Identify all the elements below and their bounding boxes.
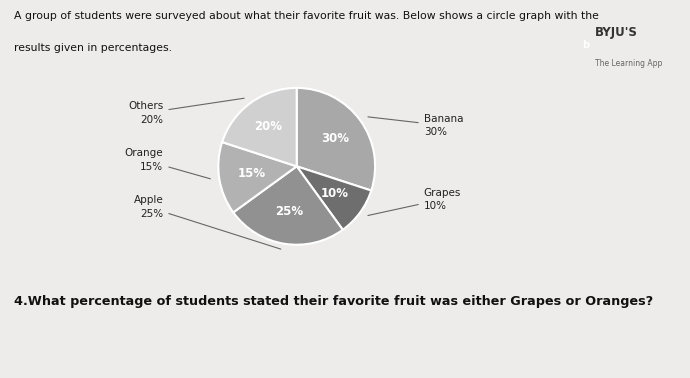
Text: Banana
30%: Banana 30%	[368, 114, 463, 137]
Text: The Learning App: The Learning App	[595, 59, 662, 68]
Wedge shape	[222, 88, 297, 166]
Text: Apple
25%: Apple 25%	[134, 195, 281, 249]
Wedge shape	[233, 166, 343, 245]
Wedge shape	[297, 88, 375, 191]
Wedge shape	[297, 166, 371, 230]
Text: b: b	[582, 40, 589, 50]
Text: Grapes
10%: Grapes 10%	[368, 187, 461, 215]
Text: 4.What percentage of students stated their favorite fruit was either Grapes or O: 4.What percentage of students stated the…	[14, 295, 653, 308]
Text: 25%: 25%	[275, 205, 304, 218]
Text: 20%: 20%	[254, 121, 282, 133]
Wedge shape	[218, 142, 297, 212]
Text: 10%: 10%	[321, 187, 348, 200]
Text: BYJU'S: BYJU'S	[595, 26, 638, 39]
Text: A group of students were surveyed about what their favorite fruit was. Below sho: A group of students were surveyed about …	[14, 11, 599, 21]
Text: 30%: 30%	[321, 132, 348, 145]
Text: Others
20%: Others 20%	[128, 98, 244, 125]
Text: Orange
15%: Orange 15%	[125, 149, 210, 179]
Text: 15%: 15%	[238, 167, 266, 180]
Text: results given in percentages.: results given in percentages.	[14, 43, 172, 53]
